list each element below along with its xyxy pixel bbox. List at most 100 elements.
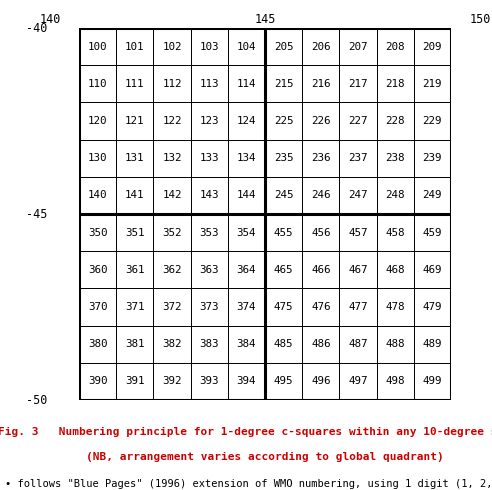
Text: 467: 467 xyxy=(348,265,368,275)
Bar xyxy=(154,363,190,400)
Text: 475: 475 xyxy=(274,302,293,312)
Text: 245: 245 xyxy=(274,191,293,200)
Text: 455: 455 xyxy=(274,227,293,238)
Text: 215: 215 xyxy=(274,79,293,89)
Bar xyxy=(116,289,154,325)
Text: 101: 101 xyxy=(125,42,145,51)
Bar xyxy=(414,28,451,65)
Bar xyxy=(302,363,339,400)
Bar xyxy=(228,140,265,177)
Text: 391: 391 xyxy=(125,376,145,387)
Text: 205: 205 xyxy=(274,42,293,51)
Bar xyxy=(302,251,339,289)
Bar xyxy=(154,140,190,177)
Bar xyxy=(116,214,154,251)
Text: -45: -45 xyxy=(26,207,48,220)
Bar xyxy=(116,102,154,140)
Text: 103: 103 xyxy=(199,42,219,51)
Bar xyxy=(414,102,451,140)
Text: 141: 141 xyxy=(125,191,145,200)
Text: 235: 235 xyxy=(274,153,293,163)
Text: 352: 352 xyxy=(162,227,182,238)
Text: 229: 229 xyxy=(423,116,442,126)
Bar xyxy=(79,177,116,214)
Text: 150: 150 xyxy=(469,13,491,25)
Bar xyxy=(116,65,154,102)
Bar xyxy=(376,28,414,65)
Bar xyxy=(79,363,116,400)
Text: 208: 208 xyxy=(385,42,405,51)
Text: 382: 382 xyxy=(162,339,182,349)
Text: 384: 384 xyxy=(237,339,256,349)
Bar xyxy=(414,65,451,102)
Bar xyxy=(376,140,414,177)
Bar xyxy=(228,325,265,363)
Text: (NB, arrangement varies according to global quadrant): (NB, arrangement varies according to glo… xyxy=(86,452,444,463)
Text: 497: 497 xyxy=(348,376,368,387)
Text: 372: 372 xyxy=(162,302,182,312)
Bar xyxy=(154,289,190,325)
Text: 111: 111 xyxy=(125,79,145,89)
Text: 237: 237 xyxy=(348,153,368,163)
Text: 225: 225 xyxy=(274,116,293,126)
Bar xyxy=(154,28,190,65)
Text: 495: 495 xyxy=(274,376,293,387)
Text: 104: 104 xyxy=(237,42,256,51)
Bar xyxy=(228,363,265,400)
Text: -40: -40 xyxy=(26,22,48,34)
Bar xyxy=(339,289,376,325)
Bar xyxy=(302,28,339,65)
Text: 459: 459 xyxy=(423,227,442,238)
Text: 354: 354 xyxy=(237,227,256,238)
Bar xyxy=(414,363,451,400)
Text: 498: 498 xyxy=(385,376,405,387)
Text: 100: 100 xyxy=(88,42,107,51)
Bar xyxy=(190,177,228,214)
Bar xyxy=(116,28,154,65)
Bar xyxy=(79,140,116,177)
Text: -50: -50 xyxy=(26,393,48,407)
Text: 248: 248 xyxy=(385,191,405,200)
Text: 363: 363 xyxy=(199,265,219,275)
Bar xyxy=(116,140,154,177)
Bar xyxy=(154,214,190,251)
Bar xyxy=(265,28,302,65)
Text: 114: 114 xyxy=(237,79,256,89)
Bar xyxy=(414,325,451,363)
Text: 393: 393 xyxy=(199,376,219,387)
Text: 374: 374 xyxy=(237,302,256,312)
Bar xyxy=(302,177,339,214)
Text: 140: 140 xyxy=(88,191,107,200)
Bar xyxy=(79,65,116,102)
Text: 142: 142 xyxy=(162,191,182,200)
Text: 131: 131 xyxy=(125,153,145,163)
Bar xyxy=(265,325,302,363)
Text: 466: 466 xyxy=(311,265,331,275)
Text: • follows "Blue Pages" (1996) extension of WMO numbering, using 1 digit (1, 2, 3: • follows "Blue Pages" (1996) extension … xyxy=(5,479,492,490)
Text: 124: 124 xyxy=(237,116,256,126)
Bar xyxy=(154,177,190,214)
Bar xyxy=(79,102,116,140)
Text: 479: 479 xyxy=(423,302,442,312)
Bar xyxy=(190,363,228,400)
Text: 121: 121 xyxy=(125,116,145,126)
Text: 133: 133 xyxy=(199,153,219,163)
Text: 144: 144 xyxy=(237,191,256,200)
Bar xyxy=(228,251,265,289)
Bar xyxy=(339,363,376,400)
Text: 468: 468 xyxy=(385,265,405,275)
Text: 361: 361 xyxy=(125,265,145,275)
Bar xyxy=(228,214,265,251)
Text: 487: 487 xyxy=(348,339,368,349)
Bar xyxy=(79,325,116,363)
Bar xyxy=(339,251,376,289)
Text: 362: 362 xyxy=(162,265,182,275)
Text: 217: 217 xyxy=(348,79,368,89)
Text: 364: 364 xyxy=(237,265,256,275)
Bar xyxy=(414,140,451,177)
Bar xyxy=(302,325,339,363)
Bar xyxy=(265,363,302,400)
Bar xyxy=(302,65,339,102)
Text: 350: 350 xyxy=(88,227,107,238)
Bar xyxy=(376,325,414,363)
